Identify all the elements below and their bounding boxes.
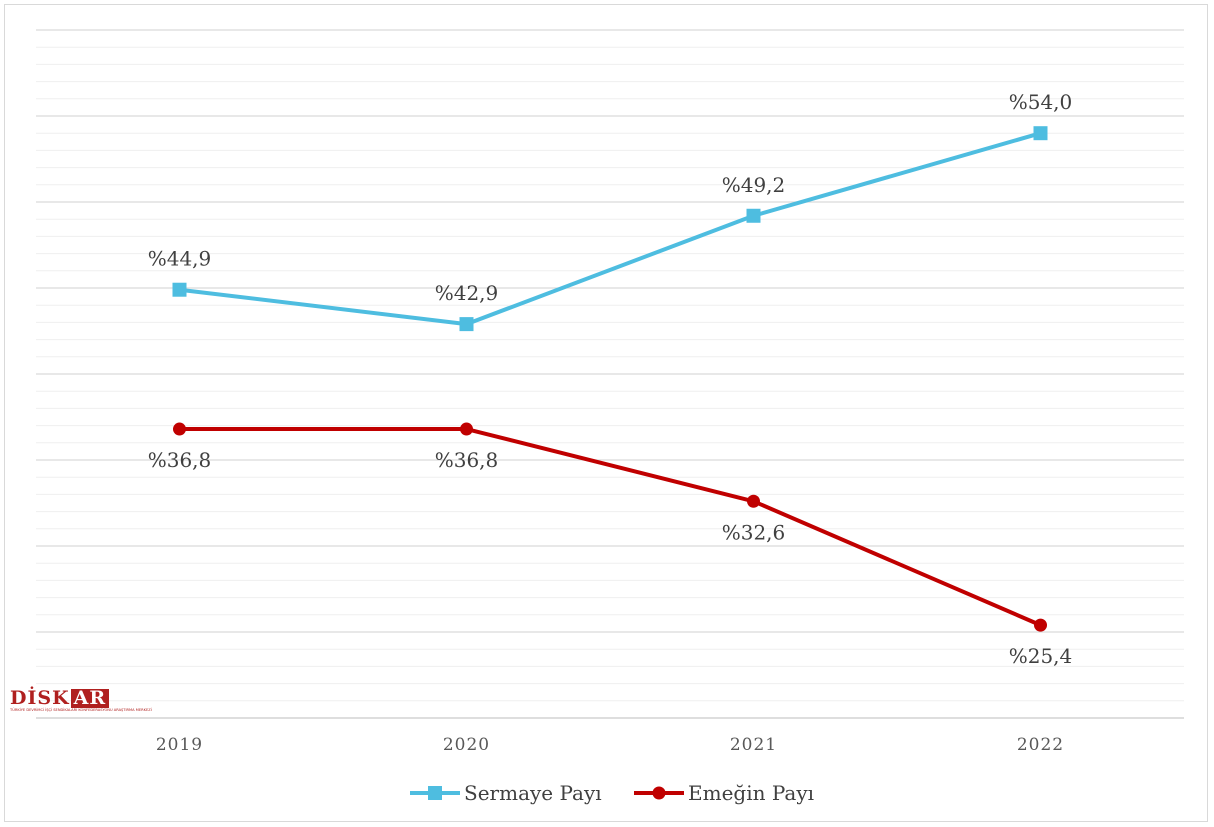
data-label-0-2021: %49,2 <box>722 173 786 197</box>
data-labels: %44,9 %42,9 %49,2 %54,0 %36,8 %36,8 %32,6 %25,4 <box>148 90 1073 668</box>
data-label-1-2020: %36,8 <box>435 448 499 472</box>
series-0-point-2022 <box>1033 126 1048 141</box>
series-lines <box>179 131 1042 627</box>
legend-label-0: Sermaye Payı <box>464 781 602 805</box>
series-1-point-2019 <box>173 422 186 436</box>
x-axis-ticks: 2019 2020 2021 2022 <box>156 735 1064 755</box>
series-0-point-2019 <box>172 282 187 297</box>
series-line-1 <box>179 427 1042 627</box>
legend-item-1: Emeğin Payı <box>634 781 814 805</box>
logo-text-accent: AR <box>70 688 110 708</box>
series-1-point-2020 <box>460 422 473 436</box>
series-1-point-2021 <box>747 494 760 508</box>
gridlines <box>36 29 1184 719</box>
legend-item-0: Sermaye Payı <box>410 781 602 805</box>
series-1-point-2022 <box>1034 618 1047 632</box>
logo-subtitle: TÜRKİYE DEVRİMCİ İŞÇİ SENDİKALARI KONFED… <box>10 708 152 712</box>
legend-marker-1 <box>652 786 666 800</box>
chart-frame <box>4 4 1208 822</box>
data-label-0-2020: %42,9 <box>435 281 499 305</box>
logo-text-main: DİSK <box>10 686 70 709</box>
legend: Sermaye Payı Emeğin Payı <box>410 781 814 805</box>
series-0-point-2021 <box>746 208 761 223</box>
data-label-1-2019: %36,8 <box>148 448 212 472</box>
legend-label-1: Emeğin Payı <box>688 781 814 805</box>
data-label-0-2022: %54,0 <box>1009 90 1073 114</box>
series-line-0 <box>179 131 1042 327</box>
series-markers <box>172 126 1048 632</box>
legend-marker-0 <box>428 786 442 800</box>
series-0-point-2020 <box>459 317 474 332</box>
x-tick-label-2019: 2019 <box>156 735 203 755</box>
x-tick-label-2021: 2021 <box>730 735 777 755</box>
x-tick-label-2020: 2020 <box>443 735 490 755</box>
data-label-0-2019: %44,9 <box>148 247 212 271</box>
data-label-1-2021: %32,6 <box>722 520 786 544</box>
data-label-1-2022: %25,4 <box>1009 644 1073 668</box>
x-tick-label-2022: 2022 <box>1017 735 1064 755</box>
diskar-logo: DİSK AR TÜRKİYE DEVRİMCİ İŞÇİ SENDİKALARI… <box>10 686 152 714</box>
